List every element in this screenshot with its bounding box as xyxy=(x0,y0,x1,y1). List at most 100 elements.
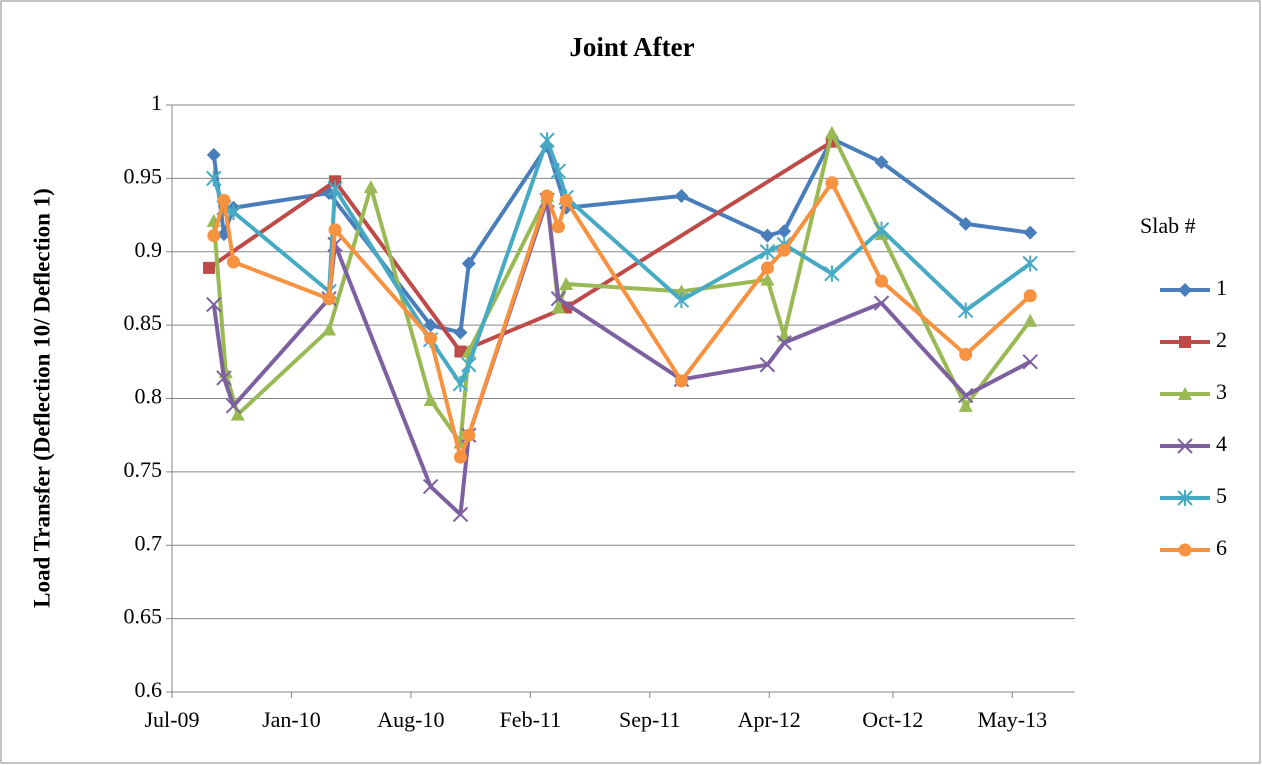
marker xyxy=(551,300,566,314)
marker xyxy=(958,398,973,412)
marker xyxy=(322,292,336,306)
x-tick-label: Jul-09 xyxy=(145,707,200,732)
marker xyxy=(1023,289,1037,303)
marker xyxy=(539,132,555,149)
marker xyxy=(1022,255,1038,272)
marker xyxy=(461,256,476,271)
marker xyxy=(206,296,222,313)
marker xyxy=(958,302,974,319)
x-tick-label: Oct-12 xyxy=(862,707,923,732)
marker xyxy=(1023,313,1038,327)
marker xyxy=(873,221,890,238)
marker xyxy=(206,147,221,162)
legend-label: 3 xyxy=(1216,379,1227,404)
marker xyxy=(674,284,689,298)
marker xyxy=(207,229,221,243)
y-tick-label: 1 xyxy=(151,90,162,115)
marker xyxy=(206,170,222,187)
chart-title: Joint After xyxy=(569,32,694,62)
marker xyxy=(453,325,468,340)
marker xyxy=(550,291,567,307)
x-tick-label: May-13 xyxy=(977,707,1047,732)
legend-title: Slab # xyxy=(1140,213,1196,238)
marker xyxy=(423,318,438,333)
y-tick-label: 0.85 xyxy=(124,310,163,335)
series xyxy=(207,176,1037,464)
y-axis-label: Load Transfer (Deflection 10/ Deflection… xyxy=(29,188,54,608)
marker xyxy=(550,163,567,180)
x-tick-label: Apr-12 xyxy=(738,707,801,732)
marker xyxy=(958,216,973,231)
y-tick-label: 0.8 xyxy=(135,384,163,409)
marker xyxy=(825,176,839,190)
marker xyxy=(760,272,775,286)
x-tick-label: Sep-11 xyxy=(619,707,681,732)
marker xyxy=(824,265,840,282)
legend-label: 6 xyxy=(1216,535,1227,560)
marker xyxy=(1178,283,1192,297)
marker xyxy=(673,292,690,309)
marker xyxy=(776,335,792,351)
marker xyxy=(540,189,554,203)
marker xyxy=(1178,387,1192,400)
legend-label: 4 xyxy=(1216,431,1227,456)
marker xyxy=(422,478,439,495)
y-tick-label: 0.75 xyxy=(124,457,163,482)
marker xyxy=(322,322,337,336)
marker xyxy=(452,506,469,523)
marker xyxy=(452,375,469,392)
marker xyxy=(1177,490,1193,506)
marker xyxy=(461,356,477,373)
marker xyxy=(958,387,974,404)
marker xyxy=(674,188,689,203)
marker xyxy=(559,277,574,291)
marker xyxy=(225,204,242,221)
marker xyxy=(759,357,776,373)
x-tick-label: Aug-10 xyxy=(377,707,444,732)
y-tick-label: 0.9 xyxy=(135,237,163,262)
marker xyxy=(1177,438,1193,454)
marker xyxy=(1022,354,1038,370)
marker xyxy=(227,255,241,269)
legend-label: 2 xyxy=(1216,327,1227,352)
marker xyxy=(874,155,889,170)
marker xyxy=(760,228,775,243)
y-tick-label: 0.65 xyxy=(124,604,163,629)
marker xyxy=(424,331,438,345)
marker xyxy=(559,193,573,207)
marker xyxy=(777,243,791,257)
marker xyxy=(230,407,245,421)
marker xyxy=(777,224,792,239)
series-line xyxy=(211,136,1031,335)
legend-label: 1 xyxy=(1216,275,1227,300)
marker xyxy=(328,223,342,237)
marker xyxy=(959,347,973,361)
marker xyxy=(1023,225,1038,240)
marker xyxy=(453,450,467,464)
marker xyxy=(462,428,476,442)
marker xyxy=(327,180,343,197)
series-line xyxy=(211,138,1032,386)
x-tick-label: Feb-11 xyxy=(500,707,562,732)
y-tick-label: 0.95 xyxy=(124,163,163,188)
marker xyxy=(551,220,565,234)
y-tick-label: 0.6 xyxy=(135,677,163,702)
marker xyxy=(203,261,216,274)
legend-label: 5 xyxy=(1216,483,1227,508)
marker xyxy=(760,261,774,275)
marker xyxy=(363,180,378,194)
y-tick-label: 0.7 xyxy=(135,530,163,555)
marker xyxy=(873,295,890,311)
x-tick-label: Jan-10 xyxy=(262,707,321,732)
marker xyxy=(824,125,839,139)
marker xyxy=(423,392,438,406)
marker xyxy=(759,243,776,260)
series-line xyxy=(211,180,1032,460)
marker xyxy=(1179,336,1191,348)
marker xyxy=(875,274,888,288)
marker xyxy=(216,370,232,386)
marker xyxy=(674,374,688,388)
marker xyxy=(217,193,231,207)
